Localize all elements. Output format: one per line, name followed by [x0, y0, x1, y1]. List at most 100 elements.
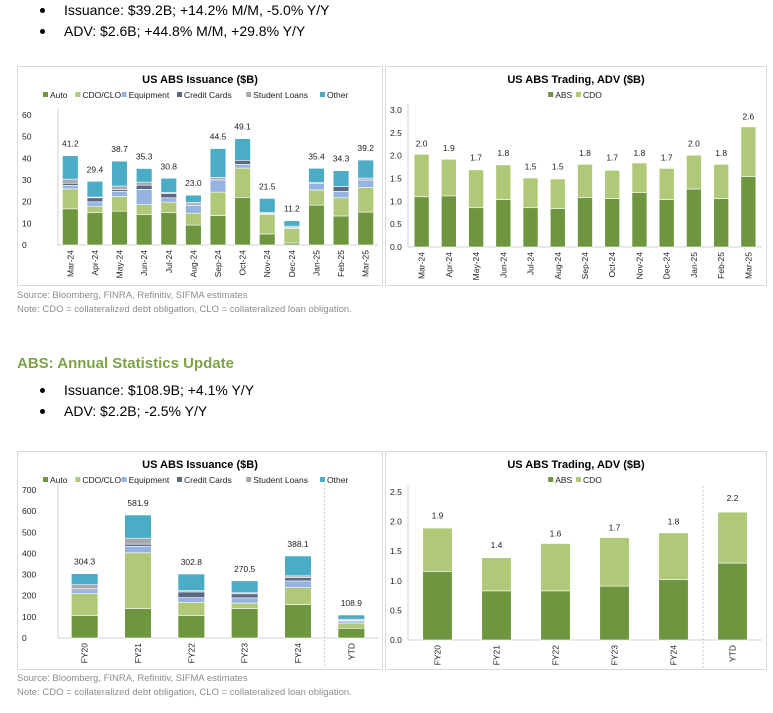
bar-segment-cdo	[540, 543, 571, 592]
legend-item: Other	[320, 475, 348, 485]
bar-segment-auto	[308, 204, 325, 246]
legend-swatch	[75, 477, 81, 482]
legend-label: Student Loans	[253, 90, 308, 100]
bar-segment-other	[177, 573, 205, 591]
x-tick-label: FY23	[610, 645, 620, 666]
x-tick-label: FY20	[80, 643, 90, 664]
bar-stack	[441, 159, 457, 248]
bar-stack	[308, 168, 325, 246]
bar-stack	[604, 169, 621, 248]
bar-segment-equipment	[332, 190, 350, 199]
bar-segment-abs	[599, 585, 630, 641]
bar-segment-credit-cards	[135, 184, 153, 190]
data-label: 44.5	[210, 132, 227, 142]
data-label: 1.5	[525, 162, 537, 172]
bar-stack	[549, 178, 566, 248]
y-tick-label: 2.0	[390, 151, 402, 161]
data-label: 2.6	[742, 111, 754, 121]
data-label: 39.2	[357, 143, 374, 153]
data-label: 1.9	[443, 143, 455, 153]
bar-segment-cdo	[422, 527, 453, 572]
bar-stack	[540, 543, 571, 641]
bar-segment-cdo-clo	[86, 205, 104, 214]
x-tick-label: Mar-25	[361, 250, 371, 277]
bar-segment-other	[62, 155, 79, 180]
x-tick-label: Aug-24	[188, 250, 198, 278]
data-label: 11.2	[284, 204, 300, 214]
bar-stack	[658, 168, 675, 248]
x-tick-label: Oct-24	[607, 252, 617, 278]
x-tick-label: FY22	[186, 643, 196, 664]
bar-stack	[522, 177, 539, 248]
y-tick-label: 0.5	[390, 605, 402, 615]
bar-segment-other	[283, 220, 301, 227]
data-label: 29.4	[87, 164, 104, 174]
bar-segment-equipment	[284, 580, 312, 588]
bar-segment-cdo	[577, 164, 593, 198]
bar-segment-auto	[86, 212, 104, 246]
bar-segment-equipment	[231, 597, 259, 604]
data-label: 1.5	[552, 162, 564, 172]
legend-swatch	[121, 92, 127, 97]
bar-stack	[124, 514, 152, 639]
legend-label: Auto	[50, 475, 68, 485]
y-tick-label: 2.5	[390, 487, 402, 497]
bar-segment-equipment	[62, 185, 79, 190]
chart-legend: Auto CDO/CLO Equipment Credit Cards Student …	[43, 475, 348, 485]
legend-label: Credit Cards	[184, 90, 232, 100]
legend-item: ABS	[548, 475, 573, 485]
bar-segment-cdo-clo	[71, 593, 99, 616]
legend-item: CDO	[576, 90, 602, 100]
bar-segment-auto	[71, 615, 99, 639]
bar-stack	[234, 138, 251, 246]
bar-segment-cdo-clo	[259, 214, 276, 235]
bar-segment-cdo-clo	[111, 196, 128, 212]
bar-stack	[231, 580, 259, 639]
bar-segment-abs	[422, 571, 453, 641]
bar-segment-cdo	[604, 169, 621, 199]
bar-segment-abs	[717, 562, 748, 641]
bar-segment-credit-cards	[62, 182, 79, 186]
bar-segment-equipment	[124, 545, 152, 554]
data-label: 34.3	[333, 154, 350, 164]
legend-swatch	[246, 92, 252, 97]
annual-source-text: Source: Bloomberg, FINRA, Refinitiv, SIF…	[17, 672, 352, 700]
y-tick-label: 60	[22, 110, 32, 120]
y-tick-label: 2.5	[390, 128, 402, 138]
legend-label: Other	[327, 475, 348, 485]
bar-stack	[111, 160, 128, 246]
bar-segment-abs	[658, 199, 675, 248]
bar-segment-abs	[686, 188, 702, 248]
x-tick-label: FY21	[492, 645, 502, 666]
bar-stack	[599, 537, 630, 641]
annual-adv-chart: US ABS Trading, ADV ($B) ABS CDO 0.0 0.5 1.0 1…	[385, 451, 767, 670]
data-label: 1.8	[668, 516, 680, 526]
x-tick-label: May-24	[115, 250, 125, 279]
x-tick-label: Jun-24	[498, 252, 508, 278]
data-label: 1.8	[634, 148, 646, 158]
bar-segment-cdo	[740, 126, 757, 177]
data-label: 2.2	[727, 493, 739, 503]
bar-segment-abs	[549, 208, 566, 248]
data-label: 2.0	[688, 139, 700, 149]
bar-segment-auto	[332, 215, 350, 246]
x-tick-label: Sep-24	[213, 250, 223, 278]
monthly-summary-bullets: Issuance: $39.2B; +14.2% M/M, -5.0% Y/Y …	[40, 0, 330, 42]
bar-segment-auto	[357, 211, 374, 246]
bar-stack	[468, 169, 484, 248]
x-tick-label: YTD	[346, 643, 356, 660]
data-label: 35.3	[136, 152, 153, 162]
bar-stack	[284, 555, 312, 639]
legend-item: Credit Cards	[177, 475, 232, 485]
bar-segment-abs	[713, 198, 729, 248]
legend-swatch	[576, 477, 581, 482]
legend-item: Student Loans	[246, 90, 308, 100]
bar-segment-abs	[577, 197, 593, 248]
legend-label: CDO	[583, 90, 602, 100]
bar-stack	[259, 198, 276, 246]
bar-segment-cdo-clo	[234, 167, 251, 198]
bar-segment-cdo	[658, 532, 689, 580]
data-label: 270.5	[234, 564, 256, 574]
bar-segment-cdo	[413, 153, 430, 198]
monthly-issuance-bullet: Issuance: $39.2B; +14.2% M/M, -5.0% Y/Y	[40, 0, 330, 21]
